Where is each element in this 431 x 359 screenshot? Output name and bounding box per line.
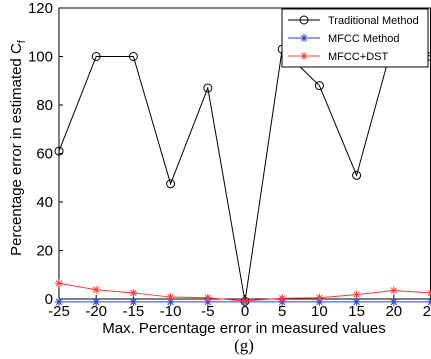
x-tick-label: 20: [385, 303, 402, 320]
x-tick-label: 0: [241, 303, 249, 320]
x-axis: -25 -20 -15 -10 -5 0 5 10 15 20 25: [48, 295, 431, 320]
legend-label: MFCC Method: [328, 33, 400, 45]
x-tick-label: 5: [278, 303, 286, 320]
x-tick-label: -10: [160, 303, 182, 320]
data-point-mfcc-method: [55, 297, 63, 306]
y-tick-label: 100: [28, 49, 53, 66]
data-point-traditional-method: [128, 52, 138, 61]
y-tick-label: 80: [36, 97, 53, 114]
data-point-mfcc-dst: [278, 294, 287, 303]
data-point-traditional-method: [91, 52, 101, 61]
data-point-mfcc-dst: [315, 293, 324, 302]
legend-label: Traditional Method: [328, 15, 419, 27]
x-tick-label: 10: [311, 303, 328, 320]
x-axis-label: Max. Percentage error in measured values: [102, 320, 385, 337]
x-tick-label: -20: [85, 303, 107, 320]
y-axis-label-text: Percentage error in estimated C: [8, 43, 25, 256]
data-point-mfcc-method: [427, 297, 431, 306]
legend-marker-mfcc-method: [300, 34, 308, 42]
y-axis: 0 20 40 60 80 100 120: [28, 0, 63, 308]
x-tick-label: 15: [348, 303, 365, 320]
legend-label: MFCC+DST: [328, 51, 388, 63]
data-point-mfcc-method: [352, 297, 361, 306]
y-axis-label: Percentage error in estimated Cf: [8, 39, 28, 256]
legend-marker-traditional-method: [299, 15, 309, 25]
data-point-mfcc-dst: [55, 279, 63, 288]
legend-marker-mfcc-dst: [300, 52, 308, 60]
series-layer: [54, 35, 431, 306]
data-point-mfcc-dst: [427, 288, 431, 297]
y-tick-label: 60: [36, 146, 53, 163]
y-axis-label-subscript: f: [16, 39, 28, 43]
x-tick-label: 25: [423, 303, 431, 320]
data-point-mfcc-dst: [92, 285, 101, 294]
data-point-traditional-method: [166, 179, 176, 189]
y-tick-label: 0: [45, 291, 53, 308]
y-tick-label: 40: [36, 194, 53, 211]
legend: Traditional Method MFCC Method MFCC+DST: [281, 8, 429, 68]
x-tick-label: -15: [123, 303, 145, 320]
data-point-mfcc-dst: [129, 288, 138, 297]
y-tick-label: 120: [28, 0, 53, 17]
x-tick-label: -5: [201, 303, 214, 320]
data-point-mfcc-dst: [166, 293, 175, 302]
data-point-mfcc-method: [92, 297, 101, 306]
data-point-mfcc-dst: [389, 286, 398, 295]
panel-label: (g): [234, 336, 254, 355]
y-tick-label: 20: [36, 243, 53, 260]
data-point-mfcc-dst: [203, 293, 212, 302]
data-point-mfcc-dst: [352, 290, 361, 299]
data-point-mfcc-dst: [241, 296, 249, 305]
data-point-traditional-method: [203, 83, 213, 93]
data-point-mfcc-method: [129, 297, 138, 306]
x-tick-label: -25: [48, 303, 70, 320]
data-point-traditional-method: [352, 170, 362, 180]
data-point-mfcc-method: [389, 297, 398, 306]
data-point-traditional-method: [314, 81, 324, 91]
data-point-traditional-method: [54, 146, 64, 156]
